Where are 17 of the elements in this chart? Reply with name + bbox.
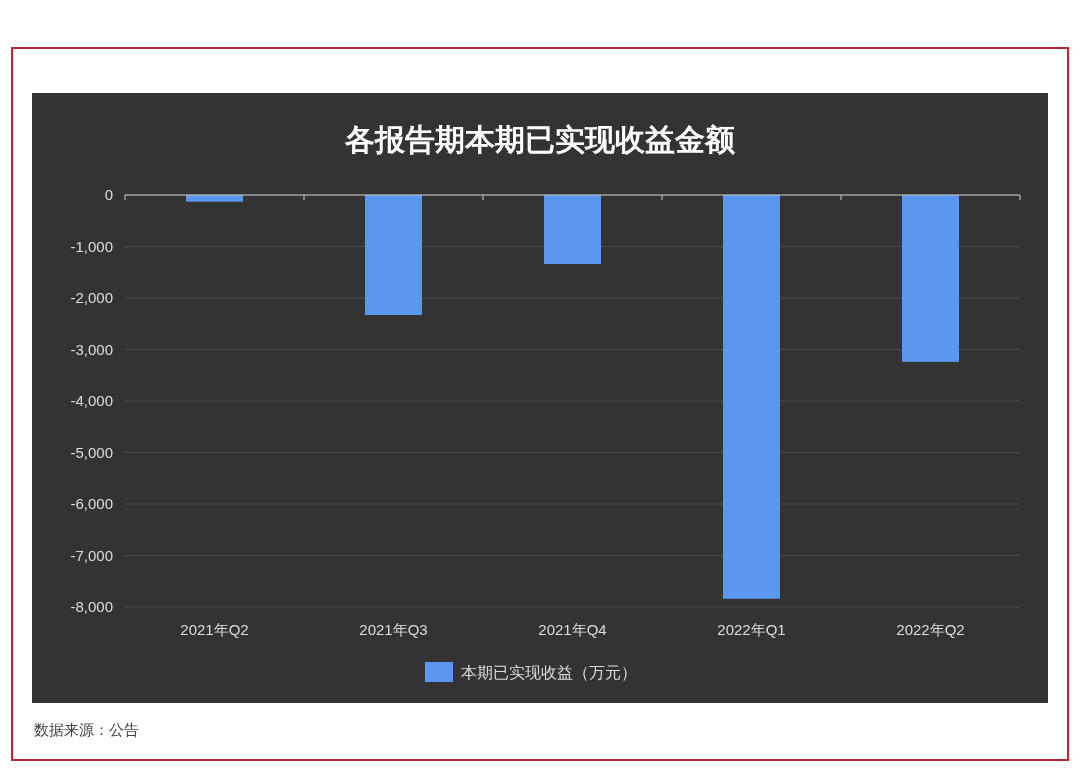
x-tick-label: 2021年Q2 (180, 621, 249, 638)
y-tick-label: -8,000 (70, 598, 113, 615)
y-tick-label: -4,000 (70, 392, 113, 409)
y-tick-label: -7,000 (70, 546, 113, 564)
chart-title: 各报告期本期已实现收益金额 (344, 123, 735, 156)
y-tick-label: -3,000 (70, 340, 113, 358)
source-note: 数据来源：公告 (34, 721, 139, 738)
legend-label: 本期已实现收益（万元） (461, 664, 637, 681)
y-tick-label: 0 (104, 186, 113, 203)
y-tick-label: -5,000 (70, 443, 113, 461)
x-tick-label: 2022年Q2 (896, 621, 965, 638)
y-tick-label: -1,000 (70, 237, 113, 255)
x-tick-label: 2022年Q1 (717, 621, 786, 638)
x-tick-label: 2021年Q3 (359, 621, 428, 638)
y-tick-label: -2,000 (70, 289, 113, 306)
x-tick-label: 2021年Q4 (538, 621, 607, 638)
y-tick-label: -6,000 (70, 495, 113, 512)
